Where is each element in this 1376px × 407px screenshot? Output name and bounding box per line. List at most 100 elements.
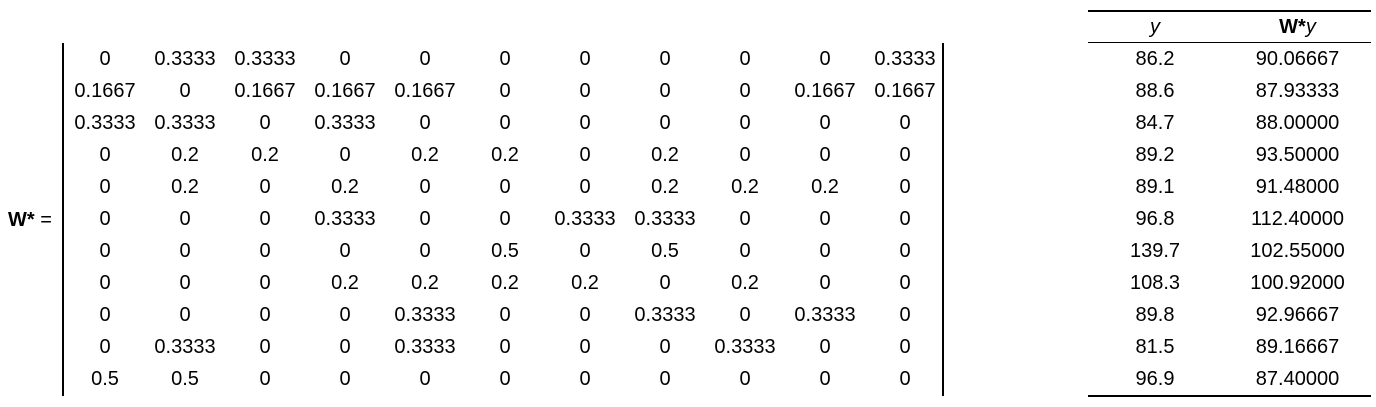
wy-value-cell: 90.06667 <box>1255 48 1340 70</box>
matrix-cell: 0 <box>739 368 751 390</box>
matrix-cell: 0.1667 <box>794 80 856 102</box>
matrix-cell: 0.1667 <box>394 80 456 102</box>
matrix-cell: 0 <box>899 304 911 326</box>
matrix-cell: 0.1667 <box>234 80 296 102</box>
matrix-cell: 0 <box>659 80 671 102</box>
matrix-cell: 0.3333 <box>394 336 456 358</box>
matrix-cell: 0 <box>899 176 911 198</box>
matrix-cell: 0.2 <box>331 272 359 294</box>
matrix-cell: 0.3333 <box>154 112 216 134</box>
matrix-cell: 0 <box>99 304 111 326</box>
matrix-left-bracket <box>62 43 64 396</box>
matrix-cell: 0 <box>339 368 351 390</box>
matrix-cell: 0 <box>419 176 431 198</box>
wy-column-header: W*y <box>1230 12 1365 42</box>
matrix-cell: 0.3333 <box>714 336 776 358</box>
matrix-cell: 0.2 <box>811 176 839 198</box>
equals-sign: = <box>40 209 52 231</box>
y-value-cell: 96.9 <box>1135 368 1175 390</box>
matrix-cell: 0.3333 <box>634 304 696 326</box>
matrix-cell: 0 <box>499 368 511 390</box>
matrix-cell: 0 <box>739 80 751 102</box>
matrix-cell: 0.3333 <box>394 304 456 326</box>
matrix-cell: 0 <box>739 112 751 134</box>
wy-value-cell: 112.40000 <box>1250 208 1345 230</box>
matrix-cell: 0 <box>659 112 671 134</box>
matrix-cell: 0.3333 <box>554 208 616 230</box>
matrix-cell: 0 <box>179 272 191 294</box>
matrix-cell: 0.2 <box>411 272 439 294</box>
matrix-cell: 0.2 <box>651 176 679 198</box>
matrix-cell: 0.2 <box>331 176 359 198</box>
matrix-cell: 0 <box>579 144 591 166</box>
matrix-cell: 0 <box>579 336 591 358</box>
matrix-cell: 0 <box>99 176 111 198</box>
matrix-cell: 0 <box>99 208 111 230</box>
matrix-cell: 0.2 <box>171 176 199 198</box>
matrix-cell: 0 <box>179 80 191 102</box>
wy-header-bold: W* <box>1279 16 1306 38</box>
matrix-cell: 0 <box>179 240 191 262</box>
table-top-rule <box>1088 10 1371 12</box>
matrix-cell: 0.1667 <box>314 80 376 102</box>
matrix-cell: 0.3333 <box>154 336 216 358</box>
matrix-cell: 0 <box>579 80 591 102</box>
matrix-cell: 0 <box>179 304 191 326</box>
y-value-cell: 89.8 <box>1135 304 1175 326</box>
matrix-cell: 0 <box>339 304 351 326</box>
matrix-cell: 0 <box>899 272 911 294</box>
matrix-cell: 0.2 <box>251 144 279 166</box>
matrix-cell: 0 <box>499 176 511 198</box>
matrix-cell: 0.3333 <box>234 48 296 70</box>
matrix-cell: 0.5 <box>651 240 679 262</box>
matrix-cell: 0 <box>259 112 271 134</box>
matrix-cell: 0 <box>579 368 591 390</box>
matrix-cell: 0 <box>259 208 271 230</box>
matrix-cell: 0 <box>419 48 431 70</box>
matrix-symbol: W* <box>8 209 35 231</box>
matrix-cell: 0 <box>659 368 671 390</box>
matrix-cell: 0.3333 <box>314 112 376 134</box>
wy-value-cell: 87.40000 <box>1255 368 1340 390</box>
matrix-cell: 0 <box>899 240 911 262</box>
matrix-cell: 0 <box>499 208 511 230</box>
matrix-cell: 0.5 <box>91 368 119 390</box>
matrix-cell: 0.2 <box>491 272 519 294</box>
matrix-cell: 0 <box>99 336 111 358</box>
matrix-cell: 0.2 <box>171 144 199 166</box>
matrix-cell: 0 <box>899 368 911 390</box>
matrix-cell: 0.3333 <box>634 208 696 230</box>
matrix-cell: 0 <box>259 240 271 262</box>
matrix-cell: 0 <box>499 48 511 70</box>
matrix-cell: 0 <box>819 112 831 134</box>
matrix-cell: 0 <box>99 240 111 262</box>
matrix-cell: 0 <box>259 368 271 390</box>
matrix-cell: 0 <box>819 144 831 166</box>
matrix-cell: 0 <box>739 304 751 326</box>
matrix-cell: 0 <box>659 272 671 294</box>
y-value-cell: 96.8 <box>1135 208 1175 230</box>
matrix-cell: 0 <box>579 48 591 70</box>
matrix-cell: 0 <box>819 272 831 294</box>
y-value-cell: 139.7 <box>1129 240 1181 262</box>
matrix-cell: 0 <box>419 112 431 134</box>
y-value-cell: 81.5 <box>1135 336 1175 358</box>
matrix-cell: 0.2 <box>651 144 679 166</box>
matrix-cell: 0 <box>499 304 511 326</box>
matrix-cell: 0 <box>739 48 751 70</box>
matrix-cell: 0 <box>899 144 911 166</box>
matrix-cell: 0 <box>579 240 591 262</box>
matrix-cell: 0 <box>99 48 111 70</box>
matrix-cell: 0 <box>259 176 271 198</box>
y-value-cell: 108.3 <box>1129 272 1181 294</box>
matrix-cell: 0 <box>419 240 431 262</box>
matrix-cell: 0 <box>419 368 431 390</box>
wy-header-italic: y <box>1305 16 1316 38</box>
matrix-cell: 0.1667 <box>874 80 936 102</box>
matrix-cell: 0 <box>339 48 351 70</box>
matrix-cell: 0 <box>339 144 351 166</box>
matrix-cell: 0.1667 <box>74 80 136 102</box>
matrix-label: W* = <box>8 208 52 232</box>
wy-value-cell: 100.92000 <box>1250 272 1345 294</box>
table-header-rule <box>1088 42 1371 43</box>
